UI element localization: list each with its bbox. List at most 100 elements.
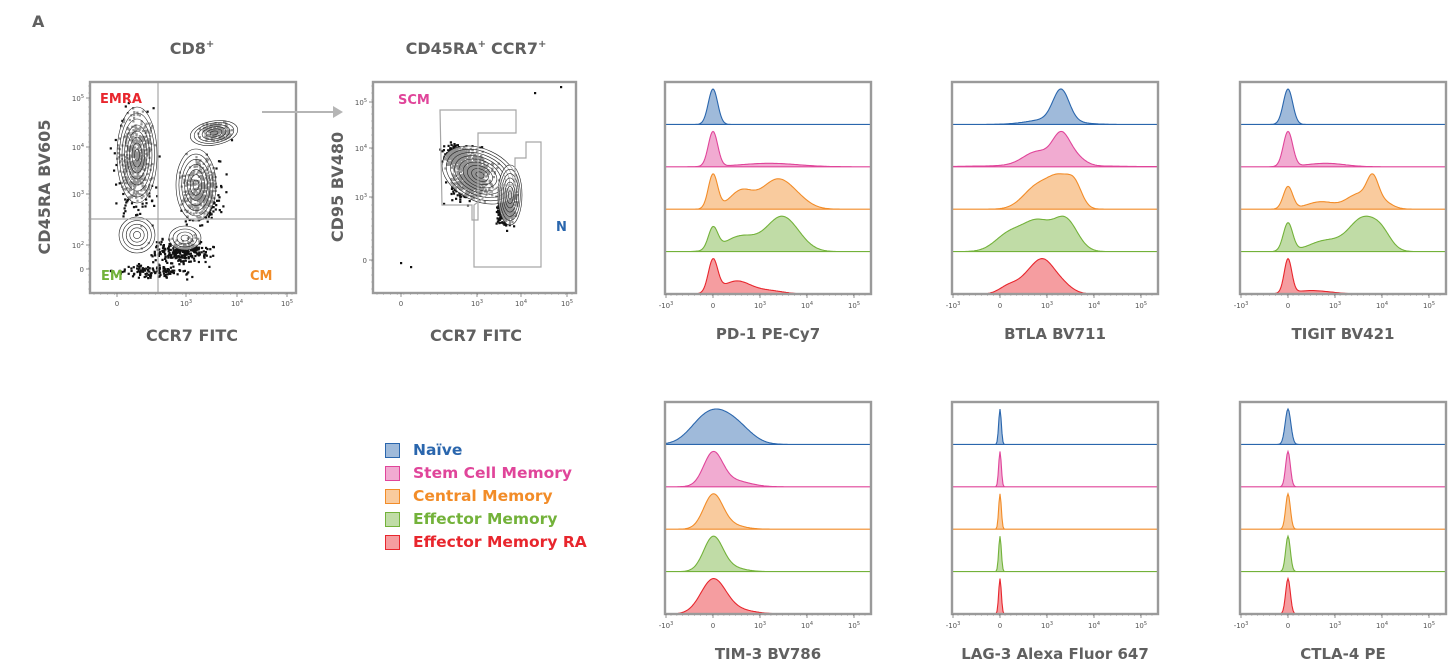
legend-label: Naïve xyxy=(413,441,463,459)
x-tick-label: 103 xyxy=(754,301,766,310)
histogram-4: -103 0 103 104 105 TIM-3 BV786 xyxy=(659,400,873,660)
x-tick-label: 103 xyxy=(471,299,483,308)
histogram-5-cm-trace xyxy=(952,493,1158,530)
legend-swatch xyxy=(385,442,400,458)
x-tick-label: 103 xyxy=(180,299,192,308)
x-tick-label: 0 xyxy=(998,302,1002,310)
dotplot-cd45ra-ccr7-x-axis: 0 103 104 105 xyxy=(376,293,573,308)
histogram-5: -103 0 103 104 105 LAG-3 Alexa Fluor 647 xyxy=(946,400,1160,660)
y-tick-label: 105 xyxy=(72,94,84,103)
dotplot-cd45ra-ccr7-xlabel: CCR7 FITC xyxy=(430,326,522,345)
histogram-2-x-axis: -103 0 103 104 105 xyxy=(946,294,1153,310)
histogram-3-x-axis: -103 0 103 104 105 xyxy=(1234,294,1441,310)
x-tick-label: 104 xyxy=(801,621,813,630)
histogram-2-emra-trace xyxy=(952,258,1158,295)
legend-swatch xyxy=(385,534,400,550)
dotplot-cd45ra-ccr7-title: CD45RA+ CCR7+ xyxy=(406,39,547,58)
histogram-1-emra-trace xyxy=(665,257,871,295)
x-tick-label: -103 xyxy=(659,621,674,630)
dotplot-cd8-x-axis: 0 103 104 105 xyxy=(93,293,293,308)
x-tick-label: 0 xyxy=(711,622,715,630)
histogram-6-emra-trace xyxy=(1240,576,1446,615)
gate-label-naive: N xyxy=(556,220,567,235)
gate-label-cm: CM xyxy=(250,269,272,284)
legend-item-cm: Central Memory xyxy=(385,485,587,507)
histogram-3-cm-trace xyxy=(1240,173,1446,210)
histogram-1-naive-trace xyxy=(665,88,871,125)
x-tick-label: 105 xyxy=(1135,621,1147,630)
x-tick-label: 105 xyxy=(561,299,573,308)
y-tick-label: 105 xyxy=(355,98,367,107)
x-tick-label: 0 xyxy=(711,302,715,310)
x-tick-label: 105 xyxy=(1423,621,1435,630)
histogram-panels: -103 0 103 104 105 PD-1 PE-Cy7 -103 0 103 104 105 B… xyxy=(659,80,1448,660)
histogram-1: -103 0 103 104 105 PD-1 PE-Cy7 xyxy=(659,80,873,343)
histogram-4-x-axis: -103 0 103 104 105 xyxy=(659,614,866,630)
histogram-3: -103 0 103 104 105 TIGIT BV421 xyxy=(1234,80,1448,343)
dotplot-cd45ra-ccr7-contours xyxy=(441,145,523,226)
histogram-4-xlabel: TIM-3 BV786 xyxy=(715,645,821,660)
histogram-6-cm-trace xyxy=(1240,492,1446,530)
histogram-2-cm-trace xyxy=(952,173,1158,210)
x-tick-label: -103 xyxy=(1234,621,1249,630)
gate-label-emra: EMRA xyxy=(100,92,142,107)
histogram-2-frame xyxy=(950,80,1160,296)
y-tick-label: 104 xyxy=(355,144,367,153)
histogram-1-xlabel: PD-1 PE-Cy7 xyxy=(716,325,820,343)
histogram-3-frame xyxy=(1238,80,1448,296)
histogram-3-xlabel: TIGIT BV421 xyxy=(1292,325,1395,343)
x-tick-label: 104 xyxy=(231,299,243,308)
x-tick-label: 104 xyxy=(515,299,527,308)
y-tick-label: 104 xyxy=(72,143,84,152)
dotplot-cd8-contours xyxy=(116,106,239,254)
legend-swatch xyxy=(385,488,400,504)
y-tick-label: 0 xyxy=(363,257,367,265)
histogram-6-em-trace xyxy=(1240,534,1446,573)
histogram-5-frame xyxy=(950,400,1160,616)
dotplot-cd45ra-ccr7-ylabel: CD95 BV480 xyxy=(328,132,347,242)
histogram-4-emra-trace xyxy=(665,578,871,615)
gate-label-em: EM xyxy=(101,269,123,284)
x-tick-label: 0 xyxy=(998,622,1002,630)
gate-scm-polygon xyxy=(439,109,517,221)
x-tick-label: 103 xyxy=(1329,301,1341,310)
legend-label: Stem Cell Memory xyxy=(413,464,573,482)
x-tick-label: 105 xyxy=(848,301,860,310)
histogram-3-naive-trace xyxy=(1240,88,1446,125)
x-tick-label: 104 xyxy=(1376,621,1388,630)
gate-label-scm: SCM xyxy=(398,93,430,108)
legend-item-emra: Effector Memory RA xyxy=(385,531,587,553)
histogram-1-scm-trace xyxy=(665,130,871,168)
legend-item-em: Effector Memory xyxy=(385,508,587,530)
histogram-3-emra-trace xyxy=(1240,257,1446,295)
histogram-5-naive-trace xyxy=(952,408,1158,445)
gate-naive-polygon xyxy=(473,141,542,268)
histogram-2-naive-trace xyxy=(952,88,1158,125)
dotplot-cd8-y-axis: 0 102 103 104 105 xyxy=(72,85,90,290)
histogram-5-em-trace xyxy=(952,536,1158,573)
legend-label: Effector Memory xyxy=(413,510,558,528)
dotplot-cd8-ylabel: CD45RA BV605 xyxy=(35,120,54,255)
dotplot-cd45ra-ccr7-frame xyxy=(371,80,578,295)
dotplot-cd45ra-ccr7: CD45RA+ CCR7+ 0 103 104 105 0 103 104 105 CCR7 … xyxy=(328,39,578,345)
histogram-4-em-trace xyxy=(665,535,871,573)
y-tick-label: 0 xyxy=(80,266,84,274)
x-tick-label: 104 xyxy=(1376,301,1388,310)
histogram-2-scm-trace xyxy=(951,130,1159,168)
gating-arrow xyxy=(262,106,343,118)
legend-label: Effector Memory RA xyxy=(413,533,587,551)
histogram-6-scm-trace xyxy=(1240,449,1446,488)
histogram-6-frame xyxy=(1238,400,1448,616)
x-tick-label: 103 xyxy=(1041,301,1053,310)
x-tick-label: 104 xyxy=(1088,301,1100,310)
histogram-6: -103 0 103 104 105 CTLA-4 PE xyxy=(1234,400,1448,660)
legend-swatch xyxy=(385,511,400,527)
dotplot-cd8-xlabel: CCR7 FITC xyxy=(146,326,238,345)
histogram-4-naive-trace xyxy=(664,408,871,445)
x-tick-label: -103 xyxy=(946,301,961,310)
histogram-4-scm-trace xyxy=(665,450,871,488)
x-tick-label: 0 xyxy=(1286,302,1290,310)
legend: Naïve Stem Cell Memory Central Memory Effec… xyxy=(385,439,587,554)
dotplot-cd8-title: CD8+ xyxy=(170,39,215,58)
